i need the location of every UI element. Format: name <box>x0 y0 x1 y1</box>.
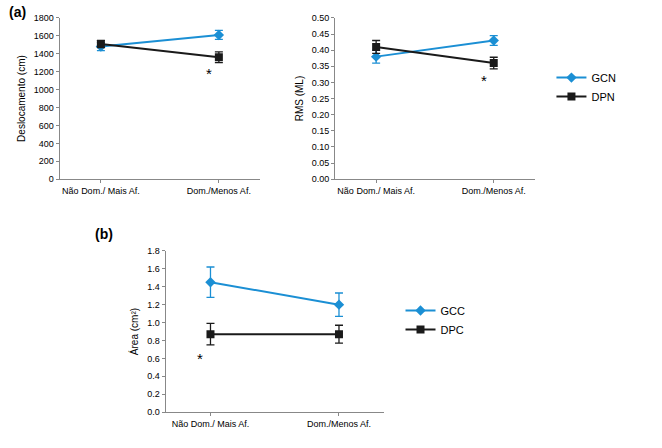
svg-text:Não Dom./ Mais Af.: Não Dom./ Mais Af. <box>337 186 415 196</box>
svg-text:*: * <box>206 65 212 82</box>
svg-text:1.8: 1.8 <box>147 246 160 256</box>
svg-text:200: 200 <box>39 156 54 166</box>
svg-text:0.50: 0.50 <box>312 13 330 23</box>
svg-text:0.0: 0.0 <box>147 407 160 417</box>
svg-text:1.6: 1.6 <box>147 264 160 274</box>
svg-text:1.2: 1.2 <box>147 300 160 310</box>
svg-text:Deslocamento (cm): Deslocamento (cm) <box>16 55 27 142</box>
svg-text:Área (cm²): Área (cm²) <box>128 308 140 355</box>
svg-text:0.35: 0.35 <box>312 61 330 71</box>
svg-text:0.05: 0.05 <box>312 158 330 168</box>
svg-text:1600: 1600 <box>34 31 54 41</box>
svg-text:1.0: 1.0 <box>147 318 160 328</box>
svg-text:1000: 1000 <box>34 85 54 95</box>
svg-text:400: 400 <box>39 139 54 149</box>
svg-text:GCN: GCN <box>591 72 616 84</box>
svg-text:(a): (a) <box>9 4 26 20</box>
svg-text:0.15: 0.15 <box>312 126 330 136</box>
svg-text:*: * <box>481 72 487 89</box>
svg-text:*: * <box>197 350 203 367</box>
svg-text:0.00: 0.00 <box>312 174 330 184</box>
svg-text:1200: 1200 <box>34 67 54 77</box>
svg-text:0.10: 0.10 <box>312 142 330 152</box>
svg-text:0.45: 0.45 <box>312 29 330 39</box>
svg-text:0.40: 0.40 <box>312 45 330 55</box>
svg-text:RMS (ML): RMS (ML) <box>294 76 305 122</box>
svg-text:Dom./Menos Af.: Dom./Menos Af. <box>462 186 526 196</box>
svg-text:(b): (b) <box>95 226 113 242</box>
svg-text:0.6: 0.6 <box>147 354 160 364</box>
svg-text:1.4: 1.4 <box>147 282 160 292</box>
svg-text:1400: 1400 <box>34 49 54 59</box>
svg-text:600: 600 <box>39 121 54 131</box>
svg-text:1800: 1800 <box>34 13 54 23</box>
svg-text:0.2: 0.2 <box>147 389 160 399</box>
svg-text:GCC: GCC <box>441 305 466 317</box>
svg-text:Não Dom./ Mais Af.: Não Dom./ Mais Af. <box>62 186 140 196</box>
svg-text:DPC: DPC <box>441 324 464 336</box>
svg-text:Não Dom./ Mais Af.: Não Dom./ Mais Af. <box>172 419 250 429</box>
svg-text:0.8: 0.8 <box>147 336 160 346</box>
svg-text:0.20: 0.20 <box>312 110 330 120</box>
svg-text:Dom./Menos Af.: Dom./Menos Af. <box>307 419 371 429</box>
svg-text:800: 800 <box>39 103 54 113</box>
svg-text:0: 0 <box>49 174 54 184</box>
svg-text:0.25: 0.25 <box>312 94 330 104</box>
svg-text:0.4: 0.4 <box>147 371 160 381</box>
svg-text:0.30: 0.30 <box>312 78 330 88</box>
svg-text:Dom./Menos Af.: Dom./Menos Af. <box>187 186 251 196</box>
svg-text:DPN: DPN <box>591 91 614 103</box>
